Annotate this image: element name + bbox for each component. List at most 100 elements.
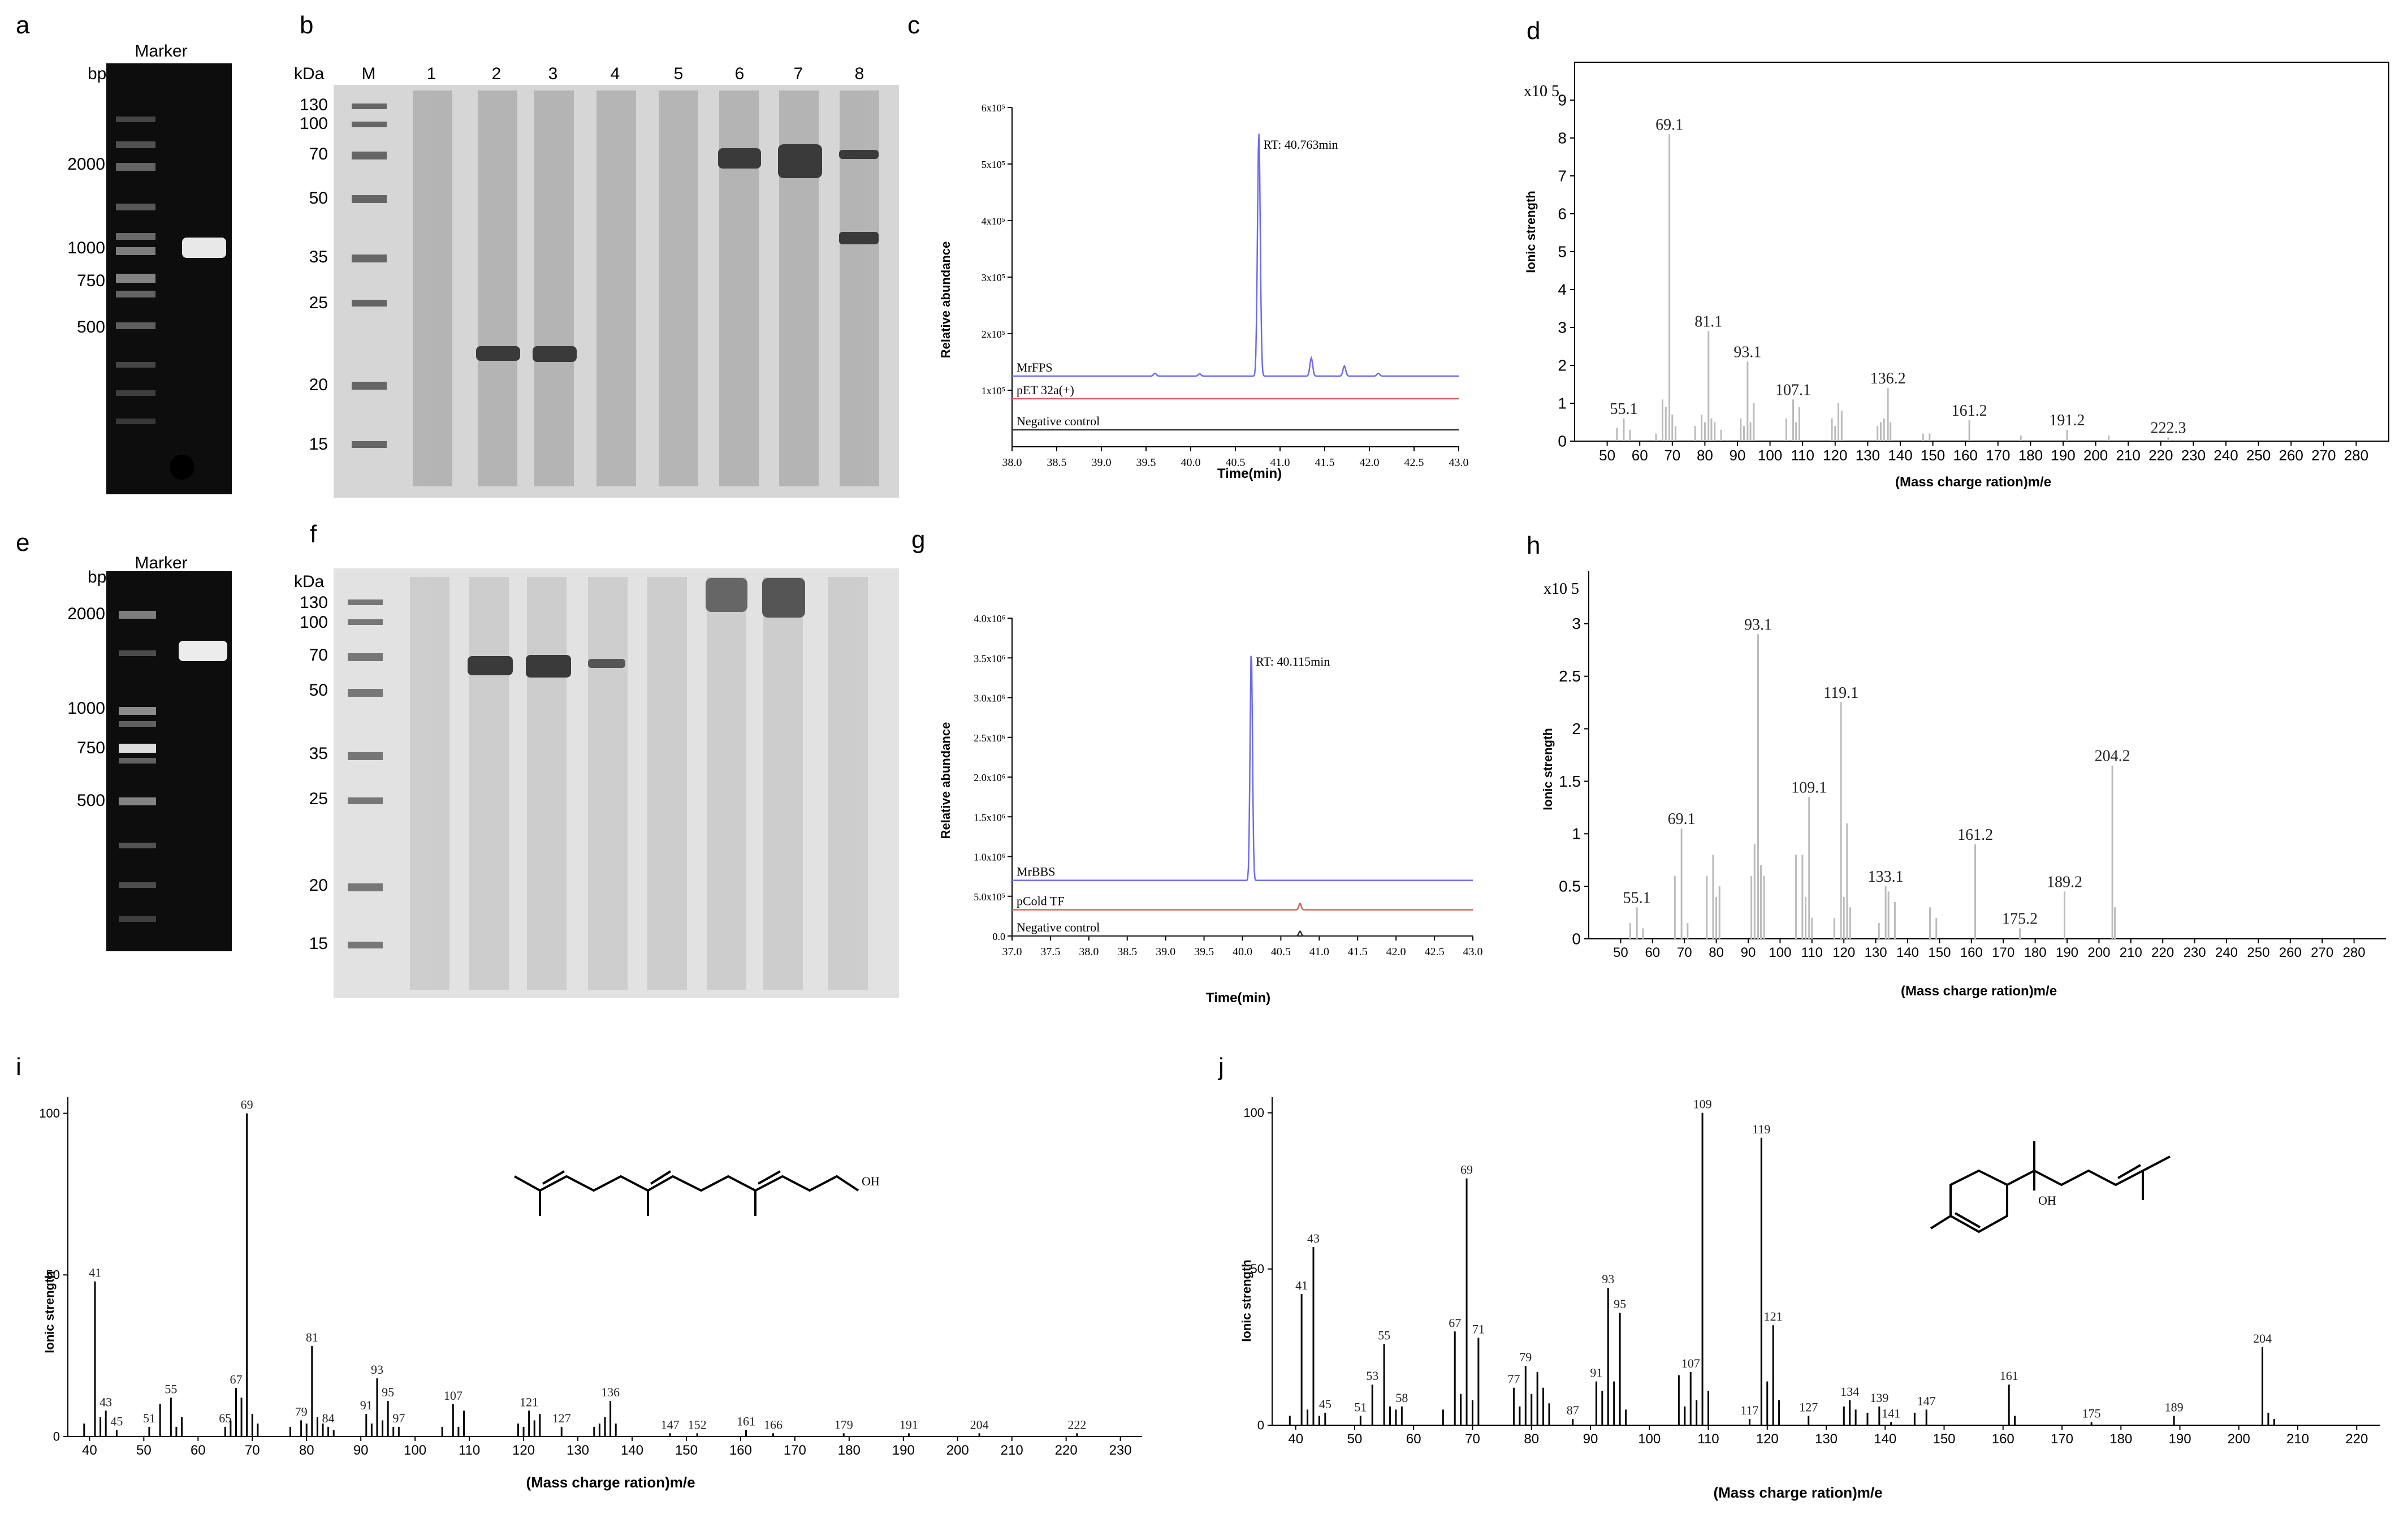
x-tick-label: 80 xyxy=(1697,447,1713,464)
y-tick-label: 2 xyxy=(1572,720,1581,737)
peak-label: 95 xyxy=(382,1385,394,1399)
sds-f-ladder-label: 25 xyxy=(309,790,328,808)
peak-label: 191 xyxy=(900,1417,918,1431)
x-tick-label: 170 xyxy=(2051,1431,2073,1447)
peak-label: 107 xyxy=(1681,1356,1700,1370)
x-tick-label: 70 xyxy=(1664,447,1680,464)
x-tick-label: 80 xyxy=(1709,945,1724,960)
y-tick-label: 0.0 xyxy=(993,931,1006,942)
peak-label: 79 xyxy=(295,1404,308,1418)
trace-label: Negative control xyxy=(1017,414,1100,428)
peak-label: 45 xyxy=(110,1414,123,1429)
peak-label: 81 xyxy=(306,1330,318,1344)
peak-label: 175 xyxy=(2082,1406,2101,1420)
y-tick-label: 1 xyxy=(1558,394,1567,412)
panel-letter-e: e xyxy=(16,529,30,557)
x-tick-label: 190 xyxy=(2051,447,2075,464)
x-tick-label: 210 xyxy=(2120,945,2142,960)
x-tick-label: 190 xyxy=(892,1443,915,1458)
sds-b-lane-label: 1 xyxy=(427,64,436,83)
x-tick-label: 38.0 xyxy=(1002,456,1022,469)
x-tick-label: 60 xyxy=(1645,945,1660,960)
y-tick-label: 6x10⁵ xyxy=(982,102,1005,114)
x-tick-label: 42.0 xyxy=(1386,946,1406,958)
panel-b-sds-page: kDa M 1 2 3 4 5 6 7 8 130 100 70 50 35 2… xyxy=(283,0,905,509)
sds-b-ladder-label: 20 xyxy=(309,376,328,394)
sds-b-lane-label: 5 xyxy=(674,64,684,83)
sds-f-unit: kDa xyxy=(294,572,325,591)
sds-f-sample-lanes xyxy=(410,577,868,990)
x-tick-label: 100 xyxy=(1769,945,1791,960)
x-tick-label: 200 xyxy=(946,1443,969,1458)
gel-a-sample-band xyxy=(182,238,226,258)
x-tick-label: 180 xyxy=(2018,447,2043,464)
sds-b-lane-label: 7 xyxy=(794,64,803,83)
sds-f-ladder-label: 15 xyxy=(309,934,328,953)
x-tick-label: 100 xyxy=(404,1443,426,1458)
peak-label: 161 xyxy=(2000,1369,2018,1383)
x-tick-label: 250 xyxy=(2246,447,2271,464)
y-tick-label: 1x10⁵ xyxy=(982,385,1005,396)
x-tick-label: 120 xyxy=(1832,945,1855,960)
plot-frame xyxy=(1574,62,2389,442)
peak-label: 204 xyxy=(2253,1331,2272,1345)
panel-letter-g: g xyxy=(911,526,926,554)
x-tick-label: 180 xyxy=(2109,1431,2132,1447)
peak-label: 45 xyxy=(1319,1397,1331,1411)
y-tick-label: 3 xyxy=(1558,318,1567,336)
x-tick-label: 60 xyxy=(1632,447,1648,464)
y-tick-label: 0 xyxy=(53,1429,60,1443)
y-tick-label: 2 xyxy=(1558,356,1567,374)
x-tick-label: 130 xyxy=(1856,447,1880,464)
mass-spectrum-d: x10 5 Ionic strength (Mass charge ration… xyxy=(1515,51,2397,503)
panel-letter-a: a xyxy=(16,11,30,39)
y-tick-label: 100 xyxy=(39,1106,60,1120)
peak-label: 121 xyxy=(1764,1309,1783,1323)
x-tick-label: 130 xyxy=(567,1443,589,1458)
x-tick-label: 190 xyxy=(2169,1431,2191,1447)
sds-b-strong-bands xyxy=(476,144,879,362)
y-tick-label: 4.0x10⁶ xyxy=(974,613,1005,624)
x-tick-label: 170 xyxy=(1986,447,2010,464)
x-tick-label: 37.0 xyxy=(1002,946,1022,958)
y-tick-label: 1 xyxy=(1572,825,1581,843)
panel-letter-h: h xyxy=(1527,532,1541,559)
chart-c-xlabel: Time(min) xyxy=(1217,466,1282,481)
peak-label: 161 xyxy=(737,1414,755,1429)
panel-letter-j: j xyxy=(1218,1053,1224,1081)
sds-b-ladder-label: 15 xyxy=(309,435,328,454)
peak-label: 91 xyxy=(1590,1366,1602,1380)
x-tick-label: 110 xyxy=(1791,447,1814,464)
x-tick-label: 41.5 xyxy=(1315,456,1335,469)
sds-f-ladder-label: 70 xyxy=(309,646,328,665)
peak-label: 58 xyxy=(1395,1391,1408,1405)
peak-label: 71 xyxy=(1472,1322,1485,1336)
peak-label: 133.1 xyxy=(1868,868,1904,886)
gel-a-well-spot xyxy=(170,455,194,480)
sds-f-ladder-label: 35 xyxy=(309,744,328,763)
x-tick-label: 230 xyxy=(2184,945,2206,960)
x-tick-label: 180 xyxy=(2024,945,2047,960)
gel-e-ladder-label: 1000 xyxy=(67,699,105,718)
x-tick-label: 38.5 xyxy=(1117,946,1137,958)
peak-label: 87 xyxy=(1567,1403,1579,1417)
bisabolol-structure-drawing xyxy=(1930,1141,2171,1233)
y-tick-label: 8 xyxy=(1558,129,1567,146)
peak-label: 179 xyxy=(835,1417,853,1431)
y-tick-label: 2.5x10⁶ xyxy=(974,732,1005,744)
x-tick-label: 42.0 xyxy=(1360,456,1380,469)
panel-letter-f: f xyxy=(310,520,317,548)
chart-c-ylabel: Relative abundance xyxy=(939,241,953,359)
sds-b-lane-label: 6 xyxy=(735,64,745,83)
sds-b-ladder-label: 25 xyxy=(309,294,328,312)
peak-label: 117 xyxy=(1740,1403,1758,1417)
peak-label: 93.1 xyxy=(1733,343,1761,361)
peak-label: 152 xyxy=(688,1417,707,1431)
x-tick-label: 140 xyxy=(1896,945,1919,960)
y-tick-label: 6 xyxy=(1558,205,1567,222)
mass-spectrum-j: Ionic strength (Mass charge ration)m/e O… xyxy=(1233,1075,2397,1510)
trace-label: pCold TF xyxy=(1017,894,1065,908)
x-tick-label: 270 xyxy=(2311,447,2336,464)
y-tick-label: 4 xyxy=(1558,281,1567,298)
y-tick-label: 100 xyxy=(1243,1106,1264,1120)
